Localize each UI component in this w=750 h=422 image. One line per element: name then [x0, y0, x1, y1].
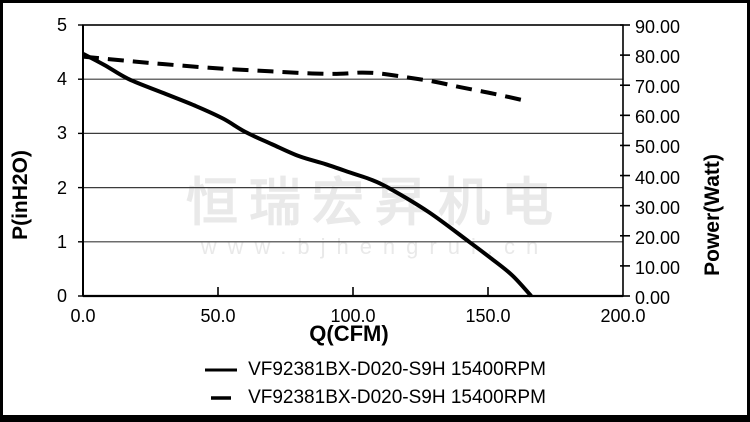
- solid-line-marker: [205, 368, 238, 371]
- dashed-line-marker: [211, 395, 232, 400]
- legend: VF92381BX-D020-S9H 15400RPM VF92381BX-D0…: [3, 356, 747, 411]
- legend-item-power-curve: VF92381BX-D020-S9H 15400RPM: [204, 384, 546, 411]
- watermark-chinese-text: 恒瑞宏昇机电: [185, 174, 565, 233]
- pressure-curve: [82, 51, 533, 298]
- left-axis-title: P(inH2O): [9, 150, 32, 240]
- plot-area: [78, 24, 630, 298]
- right-axis-title: Power(Watt): [701, 154, 724, 276]
- legend-label-pressure: VF92381BX-D020-S9H 15400RPM: [248, 358, 546, 380]
- watermark-url-text: www.bjhengrui.cn: [200, 234, 550, 259]
- power-curve: [82, 54, 527, 103]
- legend-label-power: VF92381BX-D020-S9H 15400RPM: [248, 386, 546, 408]
- x-axis-title: Q(CFM): [309, 321, 389, 346]
- legend-item-pressure-curve: VF92381BX-D020-S9H 15400RPM: [204, 356, 546, 383]
